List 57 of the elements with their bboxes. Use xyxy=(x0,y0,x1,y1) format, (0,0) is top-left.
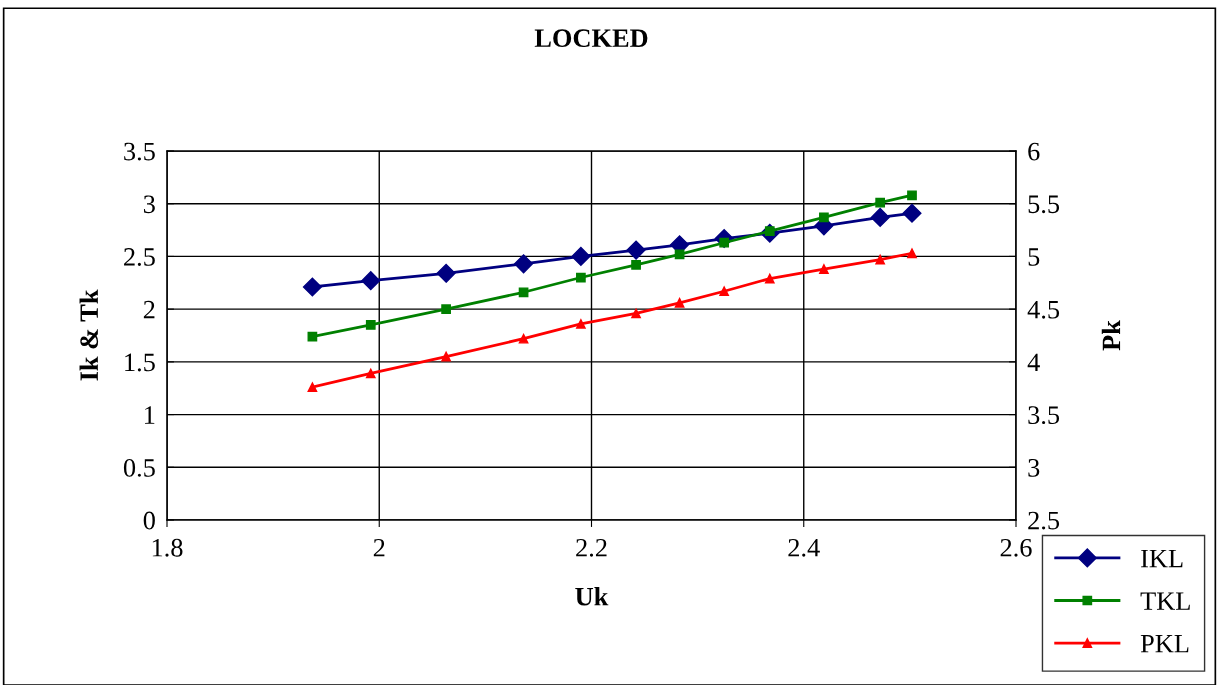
point xyxy=(441,304,451,315)
point xyxy=(518,333,529,344)
point xyxy=(307,382,318,393)
point xyxy=(907,190,917,201)
y2-tick-label: 3.5 xyxy=(1028,406,1060,425)
x-tick-label: 1.8 xyxy=(152,538,183,557)
y-tick-label: 2.5 xyxy=(124,248,155,266)
y-tick-label: 0.5 xyxy=(123,458,155,477)
chart-title: LOCKED xyxy=(534,29,648,48)
point xyxy=(436,263,456,283)
y2-tick-label: 4.5 xyxy=(1027,300,1060,319)
point xyxy=(719,286,730,297)
point xyxy=(674,249,685,260)
point xyxy=(875,197,886,208)
point xyxy=(870,207,890,227)
y-tick-label: 1.5 xyxy=(125,353,155,372)
point xyxy=(518,287,529,298)
point xyxy=(631,260,641,270)
y2-axis-title: Pk xyxy=(1101,320,1121,351)
point xyxy=(576,319,586,329)
point xyxy=(907,248,917,259)
y2-tick-label: 2.5 xyxy=(1028,511,1060,530)
y-tick-label: 2 xyxy=(143,300,155,319)
y2-tick-label: 5.5 xyxy=(1028,195,1060,214)
x-tick-label: 2.4 xyxy=(788,538,820,557)
point xyxy=(571,246,591,266)
point xyxy=(819,264,829,274)
y2-tick-label: 3 xyxy=(1028,458,1040,477)
legend-label: PKL xyxy=(1140,635,1189,653)
x-tick-label: 2.6 xyxy=(1000,538,1032,557)
point xyxy=(302,277,322,297)
point xyxy=(514,254,534,274)
y2-tick-label: 6 xyxy=(1028,142,1040,161)
point xyxy=(441,351,451,362)
y2-tick-label: 5 xyxy=(1028,248,1040,266)
y2-tick-label: 4 xyxy=(1027,353,1040,372)
y-axis-title: Ik & Tk xyxy=(79,289,99,381)
y-tick-label: 0 xyxy=(143,511,155,530)
point xyxy=(365,368,376,379)
point xyxy=(674,297,685,308)
point xyxy=(365,320,376,330)
point xyxy=(764,273,775,284)
point xyxy=(875,254,886,265)
point xyxy=(631,308,641,319)
y-tick-label: 3 xyxy=(143,195,155,214)
point xyxy=(626,240,646,260)
point xyxy=(819,212,829,223)
x-axis-title: Uk xyxy=(575,586,609,606)
y-tick-label: 1 xyxy=(145,406,155,424)
x-tick-label: 2.2 xyxy=(576,538,607,557)
legend-label: TKL xyxy=(1140,592,1190,610)
point xyxy=(361,271,381,291)
x-tick-label: 2 xyxy=(373,538,385,557)
point xyxy=(902,203,922,223)
y-tick-label: 3.5 xyxy=(124,142,155,161)
point xyxy=(576,272,586,283)
legend-label: IKL xyxy=(1141,549,1183,568)
